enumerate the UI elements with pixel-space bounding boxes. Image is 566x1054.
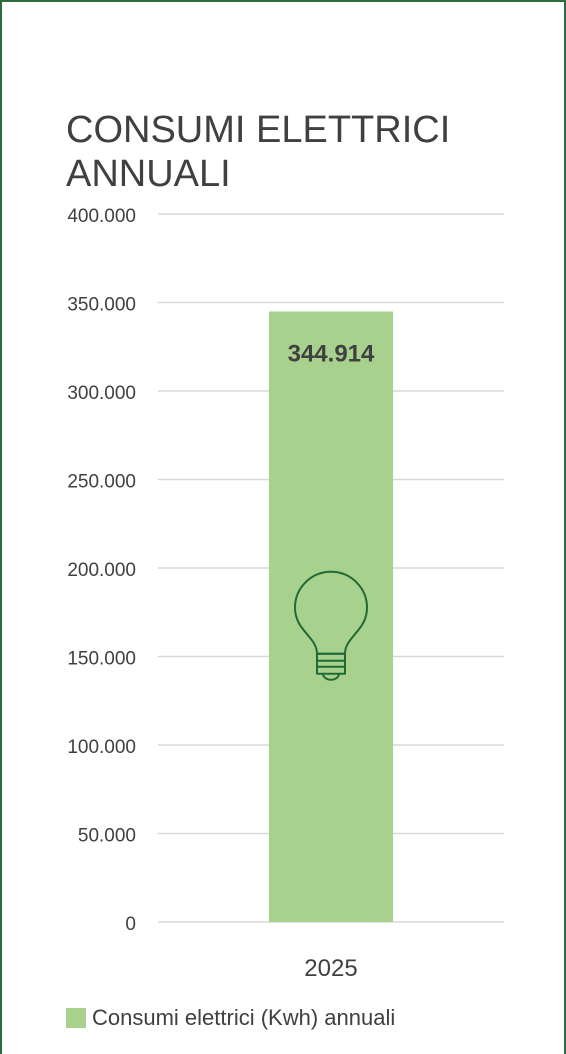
bar bbox=[269, 311, 393, 923]
y-tick-label: 350.000 bbox=[67, 295, 136, 316]
bars: 344.914 bbox=[269, 311, 393, 923]
y-tick-label: 300.000 bbox=[67, 383, 136, 404]
bulb-tip bbox=[322, 672, 340, 681]
x-tick-label: 2025 bbox=[304, 955, 357, 982]
y-axis-ticks: 0 50.000 100.000 150.000 200.000 250.000 300.0… bbox=[67, 206, 136, 935]
chart-title: CONSUMI ELETTRICI ANNUALI bbox=[66, 109, 451, 195]
legend-swatch bbox=[66, 1008, 86, 1028]
y-tick-label: 0 bbox=[125, 914, 136, 935]
x-axis-ticks: 2025 bbox=[304, 955, 357, 982]
bulb-base bbox=[316, 652, 346, 675]
y-tick-label: 150.000 bbox=[67, 649, 136, 670]
lightbulb-icon bbox=[294, 570, 368, 681]
y-tick-label: 100.000 bbox=[67, 737, 136, 758]
y-tick-label: 400.000 bbox=[67, 206, 136, 227]
bulb-glass bbox=[294, 570, 368, 655]
y-tick-label: 250.000 bbox=[67, 472, 136, 493]
legend: Consumi elettrici (Kwh) annuali bbox=[66, 1005, 395, 1031]
y-tick-label: 50.000 bbox=[78, 826, 136, 847]
y-tick-label: 200.000 bbox=[67, 560, 136, 581]
data-label: 344.914 bbox=[288, 341, 375, 368]
legend-label: Consumi elettrici (Kwh) annuali bbox=[92, 1005, 396, 1030]
